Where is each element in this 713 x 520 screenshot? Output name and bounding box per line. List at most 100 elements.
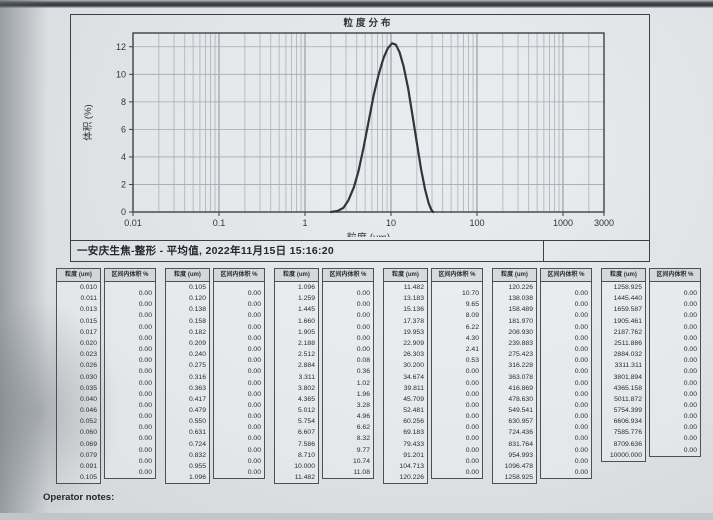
size-cell: 52.481 <box>403 407 424 415</box>
volume-cell: 0.00 <box>247 323 261 331</box>
volume-cell: 0.00 <box>465 446 479 454</box>
volume-cell: 0.00 <box>465 379 479 387</box>
y-tick-label: 6 <box>121 125 126 135</box>
volume-cell: 0.53 <box>465 357 479 365</box>
size-cell: 1659.587 <box>613 306 642 314</box>
volume-cell: 9.65 <box>465 301 479 309</box>
size-cell: 0.011 <box>80 295 97 303</box>
volume-cell: 0.00 <box>683 390 697 398</box>
volume-cell: 11.08 <box>353 469 370 476</box>
volume-cell: 0.00 <box>574 290 588 297</box>
volume-cell: 0.00 <box>247 413 261 421</box>
size-cell: 34.674 <box>403 373 424 381</box>
volume-column-header: 区间内体积 % <box>432 269 482 282</box>
size-cell: 1.905 <box>297 328 315 336</box>
volume-cell: 0.00 <box>138 401 152 409</box>
y-tick-label: 2 <box>121 180 126 190</box>
chart-title: 粒度分布 <box>343 17 393 29</box>
size-cell: 0.035 <box>79 384 97 392</box>
volume-cell: 4.30 <box>465 334 479 342</box>
size-cell: 0.724 <box>188 440 206 448</box>
size-cell: 0.060 <box>79 429 97 437</box>
size-column: 粒度 (um) 0.010 0.011 0.013 0.015 0.017 0.020 0.0… <box>56 268 101 485</box>
column-cells: 120.226 138.038 158.489 181.970 208.930 239.8… <box>493 282 536 483</box>
size-cell: 158.489 <box>508 306 533 314</box>
size-cell: 363.078 <box>508 373 533 381</box>
volume-cell: 0.00 <box>574 379 588 387</box>
volume-cell: 6.22 <box>465 323 479 331</box>
size-cell: 17.378 <box>403 317 424 325</box>
size-cell: 275.423 <box>508 351 533 359</box>
size-column-header: 粒度 (um) <box>275 269 318 282</box>
volume-cell: 9.77 <box>356 446 370 454</box>
volume-column-header: 区间内体积 % <box>214 269 264 282</box>
volume-cell: 0.00 <box>138 424 152 432</box>
size-cell: 0.030 <box>79 373 97 381</box>
size-cell: 5.754 <box>297 418 315 426</box>
y-tick-label: 8 <box>121 97 126 107</box>
size-cell: 19.953 <box>403 328 424 336</box>
size-cell: 0.020 <box>79 339 97 347</box>
volume-cell: 0.00 <box>247 334 261 342</box>
x-tick-label: 10 <box>386 218 396 228</box>
legend-caption-bar: 一安庆生焦-整形 - 平均值, 2022年11月15日 15:16:20 <box>71 240 649 262</box>
volume-cell: 0.00 <box>683 368 697 376</box>
volume-cell: 0.00 <box>247 368 261 376</box>
column-cells: 0.00 0.00 0.00 0.00 0.00 0.00 0.08 0.36 1.02 1.96… <box>323 282 373 478</box>
size-cell: 0.955 <box>188 463 206 470</box>
volume-cell: 1.96 <box>356 390 370 398</box>
volume-cell: 0.00 <box>574 390 588 398</box>
volume-cell: 0.00 <box>574 357 588 365</box>
x-tick-label: 100 <box>469 218 484 228</box>
column-cells: 0.00 0.00 0.00 0.00 0.00 0.00 0.00 0.00 0.00 0.00… <box>105 282 155 478</box>
size-cell: 0.026 <box>79 362 97 370</box>
size-cell: 3311.311 <box>614 362 642 370</box>
x-tick-label: 0.01 <box>124 218 142 228</box>
volume-cell: 8.09 <box>465 312 479 320</box>
size-cell: 0.015 <box>79 317 97 325</box>
volume-cell: 0.36 <box>356 368 370 376</box>
volume-cell: 0.00 <box>465 457 479 465</box>
size-column: 粒度 (um) 120.226 138.038 158.489 181.970 208.9… <box>492 268 537 485</box>
photo-top-edge <box>0 0 713 8</box>
size-cell: 39.811 <box>403 384 424 392</box>
volume-cell: 0.00 <box>574 368 588 376</box>
size-cell: 316.228 <box>508 362 533 370</box>
volume-cell: 0.00 <box>683 290 697 297</box>
size-cell: 2884.032 <box>613 351 642 359</box>
volume-cell: 0.00 <box>247 457 261 465</box>
size-cell: 120.226 <box>399 474 424 482</box>
volume-cell: 0.00 <box>683 312 697 320</box>
size-cell: 8709.636 <box>613 440 642 448</box>
size-cell: 3.802 <box>297 384 315 392</box>
size-cell: 91.201 <box>403 451 424 459</box>
size-cell: 11.482 <box>294 474 315 482</box>
volume-cell: 6.62 <box>356 424 370 432</box>
chart-frame: 12 10 8 6 4 2 0 0.01 0.1 1 10 100 1000 3000 粒度分布 体积 (%)… <box>70 14 650 262</box>
volume-cell: 0.00 <box>574 334 588 342</box>
size-cell: 181.970 <box>508 317 533 325</box>
volume-cell: 0.00 <box>247 379 261 387</box>
size-cell: 0.275 <box>188 362 206 370</box>
size-cell: 45.709 <box>403 395 424 403</box>
volume-cell: 0.00 <box>683 424 697 432</box>
size-cell: 10000.000 <box>609 451 642 459</box>
column-cells: 1258.925 1445.440 1659.587 1905.461 2187.762… <box>602 282 645 461</box>
volume-cell: 0.00 <box>574 401 588 409</box>
volume-cell: 0.00 <box>138 334 152 342</box>
size-cell: 239.883 <box>508 339 533 347</box>
size-cell: 1258.925 <box>504 474 533 482</box>
size-cell: 13.183 <box>403 295 424 303</box>
volume-cell: 0.00 <box>356 290 370 297</box>
volume-cell: 3.28 <box>356 401 370 409</box>
volume-cell: 0.00 <box>138 312 152 320</box>
size-cell: 1445.440 <box>613 295 642 303</box>
size-cell: 0.479 <box>188 407 206 415</box>
size-column-header: 粒度 (um) <box>166 269 209 282</box>
volume-cell: 0.00 <box>683 446 697 454</box>
x-tick-label: 0.1 <box>213 218 226 228</box>
size-cell: 0.240 <box>188 351 206 359</box>
volume-cell: 0.00 <box>574 424 588 432</box>
